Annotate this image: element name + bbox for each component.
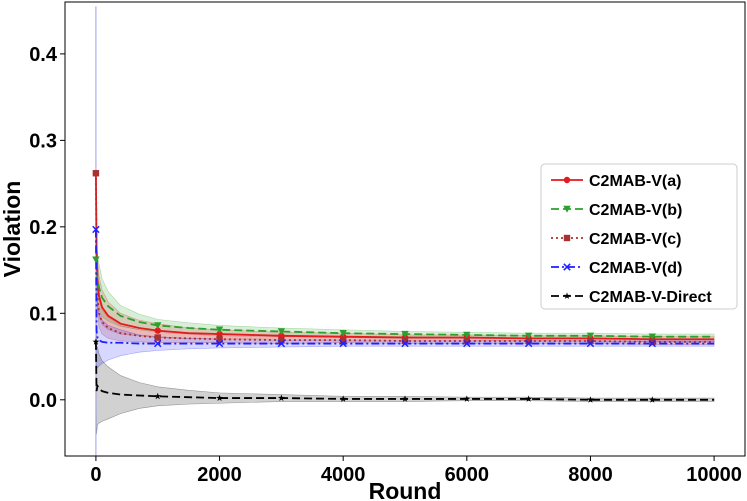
point-s4-5 xyxy=(401,395,409,402)
point-s4-2 xyxy=(216,394,223,401)
point-s1-0 xyxy=(92,256,100,264)
legend-marker-4 xyxy=(563,292,571,299)
point-s1-3 xyxy=(277,328,286,336)
legend-marker-2 xyxy=(563,234,571,242)
plot-frame xyxy=(64,1,746,457)
legend-label-2: C2MAB-V(c) xyxy=(589,231,681,248)
point-s3-8 xyxy=(586,339,595,348)
legend-label-0: C2MAB-V(a) xyxy=(589,173,681,190)
point-s4-1 xyxy=(154,392,162,400)
y-tick-label-4: 0.4 xyxy=(29,44,58,66)
x-tick-label-4: 8000 xyxy=(568,464,613,486)
point-s3-6 xyxy=(463,339,471,348)
series-line-4 xyxy=(95,341,715,401)
point-s2-0 xyxy=(92,170,100,177)
legend-frame xyxy=(540,163,738,310)
point-s1-1 xyxy=(154,322,162,330)
point-s3-1 xyxy=(153,339,162,348)
point-s0-2 xyxy=(216,330,223,338)
point-s3-0 xyxy=(92,225,100,234)
point-s3-5 xyxy=(401,339,409,348)
point-s1-5 xyxy=(401,330,409,338)
point-s3-3 xyxy=(277,339,286,348)
x-tick-label-2: 4000 xyxy=(321,464,366,486)
point-s1-6 xyxy=(463,331,471,339)
point-s1-9 xyxy=(648,333,656,341)
x-tick-label-1: 2000 xyxy=(197,464,242,486)
y-tick-label-3: 0.3 xyxy=(29,130,57,152)
point-s2-9 xyxy=(649,338,656,346)
x-axis-label: Round xyxy=(369,478,442,501)
x-tick-label-5: 10000 xyxy=(686,464,742,486)
y-tick-label-0: 0.0 xyxy=(29,390,57,412)
point-s4-4 xyxy=(339,395,347,402)
y-tick-label-1: 0.1 xyxy=(29,303,57,325)
band-series-4 xyxy=(95,289,715,435)
point-s0-1 xyxy=(154,327,161,334)
legend-label-1: C2MAB-V(b) xyxy=(589,202,682,219)
point-s3-9 xyxy=(648,339,657,348)
point-s1-4 xyxy=(339,330,347,337)
point-s2-1 xyxy=(154,334,161,341)
point-s4-3 xyxy=(277,394,285,401)
point-s3-2 xyxy=(215,339,224,348)
legend-label-3: C2MAB-V(d) xyxy=(589,260,682,277)
x-tick-label-3: 6000 xyxy=(445,464,490,486)
band-series-3 xyxy=(95,194,715,369)
legend-marker-0 xyxy=(563,176,571,184)
point-s2-5 xyxy=(401,337,409,345)
point-s2-4 xyxy=(339,336,347,344)
point-s2-6 xyxy=(463,337,471,345)
point-s4-0 xyxy=(92,338,100,345)
legend: C2MAB-V(a) C2MAB-V(b) C2MAB-V(c) C2MAB-V(d)… xyxy=(540,163,738,310)
point-s4-7 xyxy=(525,395,533,402)
y-axis-label: Violation xyxy=(0,181,25,278)
point-s2-7 xyxy=(525,337,532,345)
legend-marker-3 xyxy=(563,263,571,271)
point-s4-8 xyxy=(587,396,594,403)
x-tick-label-0: 0 xyxy=(90,464,101,486)
y-axis: 0.0 0.1 0.2 0.3 0.4 xyxy=(29,44,65,412)
series-markers xyxy=(92,170,657,403)
point-s2-8 xyxy=(587,337,594,345)
legend-marker-1 xyxy=(563,205,571,213)
point-s2-3 xyxy=(278,336,285,344)
point-s4-9 xyxy=(648,396,656,403)
point-s3-4 xyxy=(339,339,347,348)
point-s1-2 xyxy=(215,326,224,334)
y-tick-label-2: 0.2 xyxy=(29,217,57,239)
point-s4-6 xyxy=(463,395,471,402)
x-axis: 0 2000 4000 6000 8000 10000 xyxy=(90,456,742,486)
point-s2-2 xyxy=(216,336,223,343)
series-line-2 xyxy=(95,173,715,343)
legend-label-4: C2MAB-V-Direct xyxy=(589,289,712,306)
point-s1-7 xyxy=(524,332,533,340)
point-s3-7 xyxy=(524,339,533,348)
point-s1-8 xyxy=(586,332,595,340)
